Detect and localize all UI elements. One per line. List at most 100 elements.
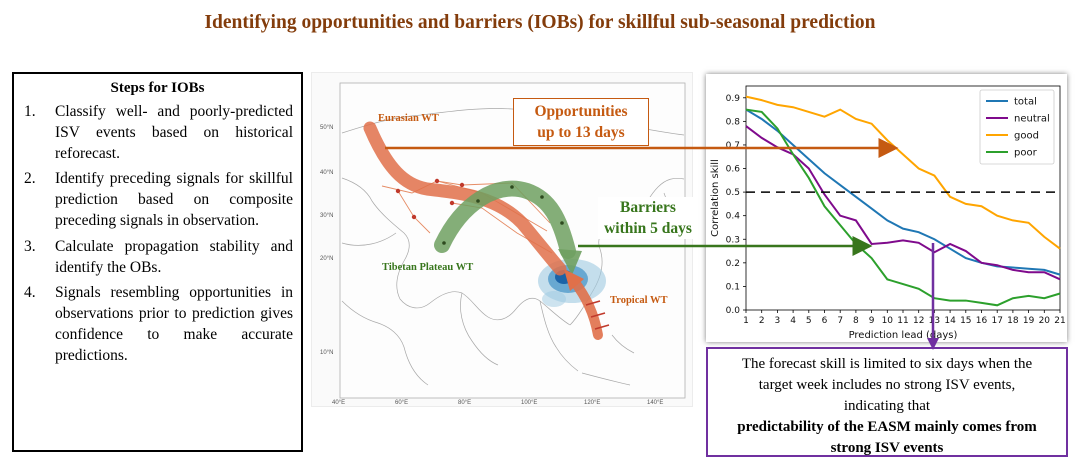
steps-heading: Steps for IOBs [110,80,205,96]
x-tick-label: 8 [853,316,859,326]
step-text: Calculate propagation stability and iden… [55,237,293,276]
step-number: 3. [24,237,36,255]
x-tick-label: 14 [944,316,956,326]
legend: total neutral good poor [979,89,1055,165]
y-tick-label: 0.2 [726,259,740,269]
x-tick-label: 19 [1023,316,1035,326]
y-tick-label: 0.1 [726,282,740,292]
y-tick-layer: 0.0 0.1 0.2 0.3 0.4 0.5 0.6 0.7 0.8 0.9 [726,94,746,316]
x-tick-label: 1 [743,316,749,326]
legend-label: good [1014,131,1039,142]
lat-label: 30°N [320,213,333,219]
y-tick-label: 0.0 [726,306,741,316]
lon-label: 120°E [584,400,600,406]
callout-bold-line: predictability of the EASM mainly comes … [737,419,1037,435]
x-tick-label: 10 [882,316,894,326]
x-tick-label: 20 [1039,316,1051,326]
x-tick-label: 2 [759,316,765,326]
x-tick-label: 7 [837,316,843,326]
x-tick-label: 4 [790,316,796,326]
step-item: 2. Identify preceding signals for skillfu… [24,169,293,231]
x-axis-label: Prediction lead (days) [849,330,958,341]
conclusion-callout: The forecast skill is limited to six day… [706,347,1068,457]
opportunities-line: Opportunities [534,103,628,120]
x-tick-label: 15 [960,316,971,326]
callout-line: indicating that [843,398,931,414]
series-line-neutral [745,125,1061,281]
lat-label: 20°N [320,256,333,262]
tibetan-wt-label: Tibetan Plateau WT [382,262,473,273]
legend-label: neutral [1014,114,1050,125]
green-nodes [442,185,564,245]
orange-nodes [395,178,465,220]
page-title: Identifying opportunities and barriers (… [204,12,876,33]
legend-label: poor [1014,148,1038,159]
callout-line: The forecast skill is limited to six day… [741,356,1033,372]
lon-label: 60°E [395,400,408,406]
y-tick-label: 0.3 [726,235,740,245]
step-number: 1. [24,103,36,120]
tropical-ticks [585,300,610,330]
callout-bold-line: strong ISV events [830,440,944,456]
barriers-line: Barriers [620,199,676,216]
y-tick-label: 0.4 [726,212,741,222]
y-axis-label: Correlation skill [710,159,721,237]
opportunities-label: Opportunities up to 13 days [513,98,649,146]
lon-label: 100°E [521,400,537,406]
x-tick-label: 5 [806,316,812,326]
eurasian-wt-label: Eurasian WT [378,113,439,124]
tibetan-arrowhead [558,249,582,275]
barriers-line: within 5 days [604,220,692,237]
step-item: 4. Signals resembling opportunities in ob… [24,283,293,366]
y-tick-label: 0.5 [726,188,740,198]
y-tick-label: 0.6 [726,165,741,175]
lon-label: 140°E [647,400,663,406]
y-tick-label: 0.7 [726,141,740,151]
step-number: 2. [24,170,36,188]
legend-label: total [1014,97,1037,108]
x-tick-label: 17 [991,316,1002,326]
series-line-poor [745,108,1061,307]
x-tick-label: 13 [929,316,940,326]
step-text: Classify well- and poorly-predicted ISV … [55,103,293,162]
series-line-total [745,108,1061,276]
eurasian-wave-train [363,121,567,276]
step-item: 3. Calculate propagation stability and id… [24,237,293,279]
y-tick-label: 0.9 [726,94,741,104]
step-number: 4. [24,284,36,302]
series-layer [745,95,1061,307]
steps-list: 1. Classify well- and poorly-predicted IS… [14,102,301,367]
lat-label: 10°N [320,350,333,356]
callout-connector-head [927,338,939,350]
legend-box [979,89,1055,165]
lon-label: 80°E [458,400,471,406]
x-tick-label: 16 [976,316,988,326]
y-tick-label: 0.8 [726,117,741,127]
callout-line: target week includes no strong ISV event… [758,377,1016,393]
lat-label: 50°N [320,125,333,131]
tibetan-wave-train [434,180,576,259]
opportunities-line: up to 13 days [537,124,625,141]
tropical-arrowhead [564,269,584,291]
map-axis-labels: 50°N 40°N 30°N 20°N 10°N 40°E 60°E 80°E … [320,125,663,406]
lon-label: 40°E [332,400,345,406]
tropical-wt-label: Tropical WT [610,295,667,306]
step-text: Identify preceding signals for skillful … [55,170,293,229]
series-line-good [745,95,1061,250]
steps-box: Steps for IOBs 1. Classify well- and poor… [12,72,303,452]
x-tick-label: 21 [1054,316,1065,326]
x-tick-label: 6 [822,316,828,326]
x-tick-label: 11 [897,316,908,326]
x-tick-label: 3 [775,316,781,326]
x-tick-label: 12 [913,316,924,326]
step-text: Signals resembling opportunities in obse… [55,284,293,364]
barriers-label: Barriers within 5 days [598,197,698,239]
x-tick-label: 18 [1007,316,1019,326]
step-item: 1. Classify well- and poorly-predicted IS… [24,102,293,164]
x-tick-label: 9 [869,316,875,326]
x-tick-layer: 1 2 3 4 5 6 7 8 9 10 11 12 13 14 15 16 17 18 19 20 21 [743,310,1066,326]
lat-label: 40°N [320,170,333,176]
